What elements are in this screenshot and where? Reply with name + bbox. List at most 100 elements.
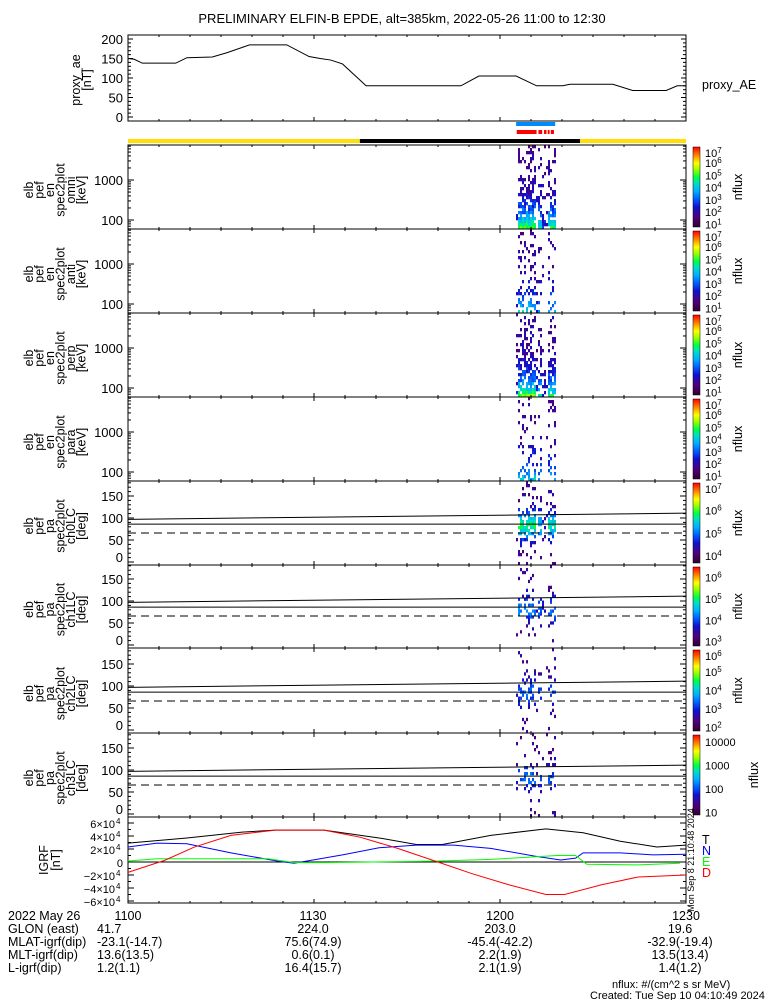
spec_omni-cell bbox=[532, 226, 534, 230]
pa_ch0LC-cell bbox=[540, 520, 542, 524]
spec_anti-cell bbox=[530, 232, 532, 236]
render-date-note: Mon Sep 8 21:10:48 2024 bbox=[686, 808, 696, 912]
spec_anti-cell bbox=[520, 301, 522, 305]
spec_perp-cell bbox=[518, 373, 520, 377]
spec_perp-cell bbox=[530, 325, 532, 329]
spec_para-cell bbox=[522, 427, 524, 431]
spec_omni-cell bbox=[522, 217, 524, 221]
pa_ch2LC-cell bbox=[540, 687, 542, 691]
y-tick-label: 200 bbox=[101, 32, 123, 47]
spec_para-frame bbox=[127, 396, 687, 482]
pa_ch3LC-ylabel-line: pa bbox=[43, 771, 57, 785]
spec_omni-cell bbox=[540, 226, 542, 230]
spec_anti-cell bbox=[520, 292, 522, 296]
spec_perp-cell bbox=[534, 379, 536, 383]
spec_anti-cell bbox=[528, 292, 530, 296]
spec_perp-ylabel-line: spec2plot bbox=[54, 331, 68, 385]
pa_ch2LC-cell bbox=[548, 675, 550, 679]
spec_omni-cell bbox=[540, 220, 542, 224]
spec_anti-ylabel-line: en bbox=[43, 267, 57, 281]
pa_ch2LC-cell bbox=[554, 657, 556, 661]
pa_ch2LC-cell bbox=[534, 678, 536, 682]
spec_perp-cell bbox=[520, 379, 522, 383]
spec_para-ylabel-line: en bbox=[43, 435, 57, 449]
spec_para-cell bbox=[534, 478, 536, 482]
spec_perp-cell bbox=[526, 388, 528, 392]
pa_ch3LC-cell bbox=[516, 787, 518, 791]
pa_ch2LC-cell bbox=[522, 717, 524, 722]
spec_anti-cell bbox=[532, 265, 534, 269]
pa_ch2LC-cell bbox=[538, 672, 540, 676]
spec_anti-cell bbox=[536, 301, 538, 305]
spec_anti-cell bbox=[552, 289, 554, 293]
spec_anti-cell bbox=[548, 232, 550, 236]
pa_ch3LC-cell bbox=[528, 790, 530, 794]
spec_omni-cell bbox=[528, 151, 530, 155]
pa_ch1LC-cell bbox=[528, 579, 530, 584]
pa_ch1LC-cell bbox=[550, 565, 552, 569]
pa_ch2LC-ylabel-line: ch2LC bbox=[64, 675, 78, 711]
spec_omni-cell bbox=[532, 178, 534, 182]
spec_para-cell bbox=[552, 409, 554, 413]
pa_ch2LC-cell bbox=[538, 687, 540, 691]
spec_perp-cell bbox=[518, 364, 520, 368]
spec_anti-cell bbox=[528, 280, 530, 284]
spec_omni-cell bbox=[518, 193, 520, 197]
spec_omni-cell bbox=[540, 193, 542, 197]
pa_ch0LC-cell bbox=[524, 532, 526, 536]
spec_omni-cell bbox=[534, 178, 536, 182]
spec_anti-cell bbox=[528, 259, 530, 263]
spec_omni-cell bbox=[548, 163, 550, 167]
pa_ch0LC-cell bbox=[534, 508, 536, 512]
pa_ch0LC-cell bbox=[540, 529, 542, 533]
spec_perp-cell bbox=[552, 370, 554, 374]
pa_ch2LC-cell bbox=[518, 651, 520, 655]
spec_perp-cell bbox=[518, 379, 520, 383]
spec_anti-cell bbox=[530, 289, 532, 293]
spec_omni-cell bbox=[552, 193, 554, 197]
colorbar-label: nflux bbox=[731, 509, 745, 536]
spec_perp-cell bbox=[520, 367, 522, 371]
spec_omni-cell bbox=[530, 208, 532, 212]
pa_ch3LC-cell bbox=[522, 778, 524, 782]
spec_perp-cell bbox=[538, 343, 540, 347]
footer-row-label: MLAT-igrf(dip) bbox=[8, 935, 86, 949]
spec_perp-cell bbox=[524, 394, 526, 398]
spec_perp-cell bbox=[522, 349, 524, 353]
spec_para-cell bbox=[524, 430, 526, 434]
pa_ch2LC-cell bbox=[526, 696, 528, 700]
pa_ch2LC-cell bbox=[548, 669, 550, 673]
y-tick-label: 0 bbox=[116, 718, 123, 733]
pa_ch3LC-cell bbox=[520, 778, 522, 782]
footer-row-value: 16.4(15.7) bbox=[285, 961, 342, 975]
pa_ch0LC-cell bbox=[538, 520, 540, 524]
spec_omni-cell bbox=[548, 172, 550, 176]
spec_omni-cell bbox=[528, 217, 530, 221]
spec_para-cell bbox=[554, 466, 556, 470]
pa_ch1LC-cell bbox=[534, 609, 536, 613]
spec_anti-cell bbox=[526, 289, 528, 293]
pa_ch2LC-cell bbox=[534, 672, 536, 676]
pa_ch0LC-cell bbox=[526, 511, 528, 515]
pa_ch0LC-cell bbox=[530, 556, 532, 560]
spec_anti-cell bbox=[532, 232, 534, 236]
proxy-ae-ylabel-line: proxy_ae bbox=[69, 54, 83, 105]
spec_omni-cell bbox=[540, 163, 542, 167]
pa_ch1LC-cell bbox=[518, 603, 520, 607]
spec_perp-cell bbox=[528, 394, 530, 398]
spec_para-cell bbox=[550, 457, 552, 461]
pa_ch2LC-cell bbox=[550, 684, 552, 688]
spec_omni-cell bbox=[520, 217, 522, 221]
spec_perp-cell bbox=[522, 340, 524, 344]
pa_ch2LC-cell bbox=[554, 678, 556, 682]
pa_ch2LC-cell bbox=[522, 726, 524, 731]
spec_anti-cell bbox=[534, 271, 536, 275]
y-tick-label: 1000 bbox=[94, 257, 123, 272]
pa_ch2LC-ylabel-line: [deg] bbox=[75, 680, 89, 708]
spec_para-cell bbox=[522, 475, 524, 479]
igrf-frame bbox=[127, 816, 687, 904]
spec_para-cell bbox=[548, 460, 550, 464]
spec_perp-cell bbox=[528, 319, 530, 323]
spec_anti-cell bbox=[550, 307, 552, 311]
spec_para-cell bbox=[532, 478, 534, 482]
